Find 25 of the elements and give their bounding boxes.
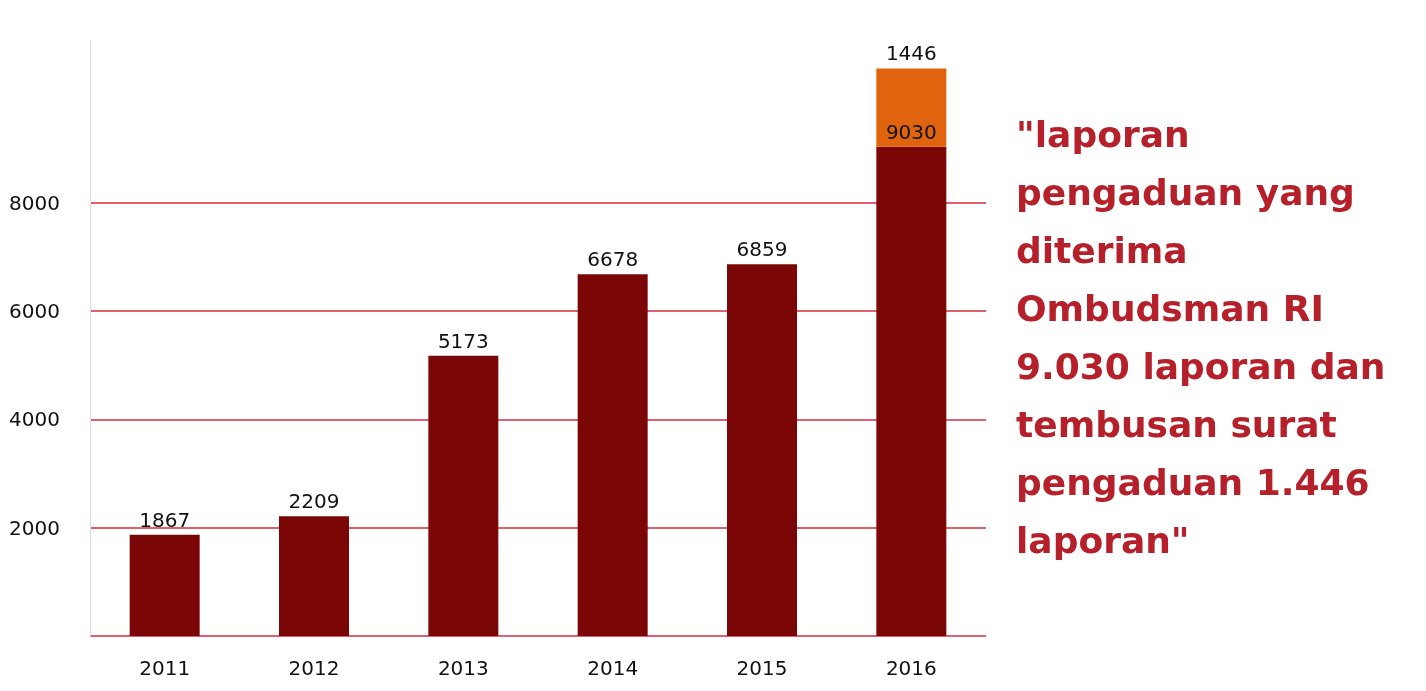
text: "laporan pengaduan yang diterima Ombudsman RI 9.030 laporan dan tembusan surat pengaduan 1.446 laporan" [1016,113,1398,561]
data-label: 2209 [288,489,340,514]
x-tick-label: 2013 [437,656,489,680]
x-tick-label: 2012 [288,656,340,680]
data-label: 5173 [437,328,489,353]
data-label: 1867 [139,507,191,532]
bar [876,146,947,636]
bar [727,264,797,636]
bar [876,68,947,147]
x-tick-label: 2014 [587,656,639,680]
bar [129,534,200,636]
x-tick-label: 2016 [885,656,937,680]
y-tick-label: 2000 [9,515,60,540]
y-tick-label: 8000 [9,190,60,215]
data-label: 6859 [736,237,788,262]
x-tick-label: 2011 [139,656,191,680]
bar [577,274,648,636]
y-tick-label: 6000 [9,298,60,323]
x-tick-label: 2015 [736,656,788,680]
data-label: 9030 [885,119,937,144]
y-tick-label: 4000 [9,407,60,432]
bar [428,355,499,636]
bar [279,516,349,636]
data-label: 1446 [885,41,937,66]
data-label: 6678 [587,247,639,272]
